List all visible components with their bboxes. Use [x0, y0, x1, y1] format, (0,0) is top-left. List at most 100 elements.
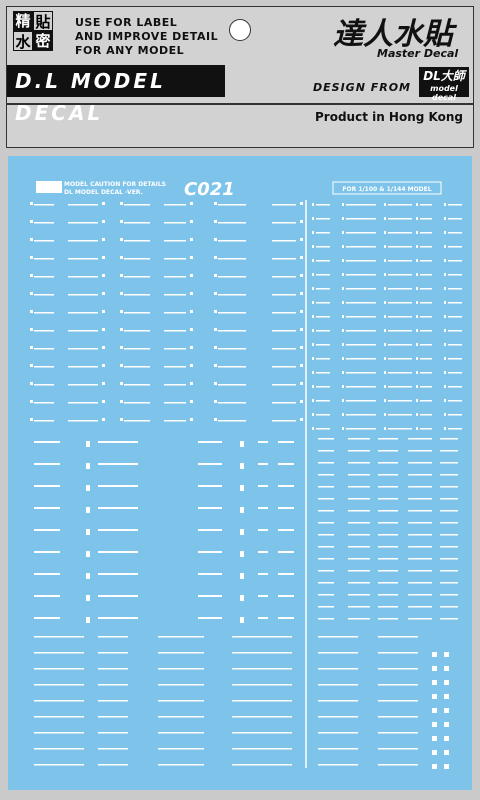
decal-mark [420, 218, 432, 220]
decal-mark [30, 364, 33, 367]
decal-mark [416, 315, 418, 318]
decal-mark [190, 220, 193, 223]
decal-mark [316, 414, 330, 416]
decal-mark [312, 203, 314, 206]
decal-mark [312, 245, 314, 248]
decal-mark [444, 343, 446, 346]
decal-mark [448, 316, 462, 318]
decal-mark [34, 700, 84, 702]
decal-mark [86, 617, 90, 623]
decal-mark [98, 716, 128, 718]
decal-mark [432, 764, 437, 769]
decal-mark [30, 256, 33, 259]
decal-mark [30, 328, 33, 331]
decal-mark [30, 274, 33, 277]
decal-mark [348, 618, 370, 620]
decal-mark [342, 329, 344, 332]
decal-mark [190, 310, 193, 313]
decal-mark [318, 474, 334, 476]
decal-mark [214, 238, 217, 241]
decal-mark [232, 732, 292, 734]
decal-mark [98, 485, 138, 487]
decal-mark [98, 551, 138, 553]
decal-mark [388, 358, 412, 360]
decal-mark [384, 385, 386, 388]
decal-mark [316, 386, 330, 388]
decal-mark [408, 462, 432, 464]
decal-mark [388, 218, 412, 220]
decal-mark [86, 595, 90, 601]
decal-block [36, 181, 62, 193]
decal-mark [316, 302, 330, 304]
decal-mark [432, 722, 437, 727]
decal-mark [448, 218, 462, 220]
decal-mark [214, 202, 217, 205]
decal-mark [34, 463, 60, 465]
decal-mark [34, 441, 60, 443]
divider [7, 103, 473, 105]
decal-mark [408, 498, 432, 500]
decal-mark [164, 366, 186, 368]
decal-mark [408, 606, 432, 608]
decal-mark [300, 364, 303, 367]
decal-mark [300, 238, 303, 241]
decal-mark [68, 330, 98, 332]
decal-mark [300, 202, 303, 205]
decal-mark [30, 310, 33, 313]
decal-mark [378, 764, 418, 766]
decal-mark [318, 764, 358, 766]
decal-mark [240, 551, 244, 557]
decal-mark [312, 385, 314, 388]
decal-mark [218, 240, 246, 242]
decal-mark [214, 346, 217, 349]
decal-mark [384, 329, 386, 332]
decal-mark [384, 259, 386, 262]
decal-mark [408, 522, 432, 524]
decal-mark [318, 450, 334, 452]
decal-mark [444, 708, 449, 713]
decal-mark [348, 510, 370, 512]
decal-mark [384, 413, 386, 416]
decal-mark [378, 534, 398, 536]
logo-char: 水 [13, 31, 33, 51]
decal-mark [34, 595, 60, 597]
decal-mark [440, 462, 458, 464]
decal-mark [318, 716, 358, 718]
decal-mark [444, 652, 449, 657]
decal-mark [34, 222, 54, 224]
decal-mark [272, 294, 296, 296]
decal-mark [416, 343, 418, 346]
decal-mark [98, 507, 138, 509]
decal-mark [214, 328, 217, 331]
decal-mark [316, 330, 330, 332]
decal-mark [272, 258, 296, 260]
decal-mark [448, 274, 462, 276]
decal-mark [384, 287, 386, 290]
decal-mark [98, 463, 138, 465]
decal-mark [312, 427, 314, 430]
decal-mark [416, 357, 418, 360]
decal-mark [232, 700, 292, 702]
decal-mark [384, 315, 386, 318]
decal-mark [34, 529, 60, 531]
decal-mark [158, 716, 204, 718]
decal-mark [34, 668, 84, 670]
decal-mark [408, 486, 432, 488]
decal-mark [218, 384, 246, 386]
decal-mark [34, 330, 54, 332]
decal-mark [120, 202, 123, 205]
decal-mark [432, 736, 437, 741]
decal-mark [408, 582, 432, 584]
decal-mark [272, 312, 296, 314]
decal-mark [190, 328, 193, 331]
decal-mark [214, 292, 217, 295]
decal-mark [432, 680, 437, 685]
decal-mark [348, 474, 370, 476]
decal-mark [86, 463, 90, 469]
decal-mark [102, 400, 105, 403]
decal-mark [348, 558, 370, 560]
decal-mark [120, 364, 123, 367]
decal-mark [312, 301, 314, 304]
decal-mark [258, 507, 268, 509]
decal-mark [444, 736, 449, 741]
